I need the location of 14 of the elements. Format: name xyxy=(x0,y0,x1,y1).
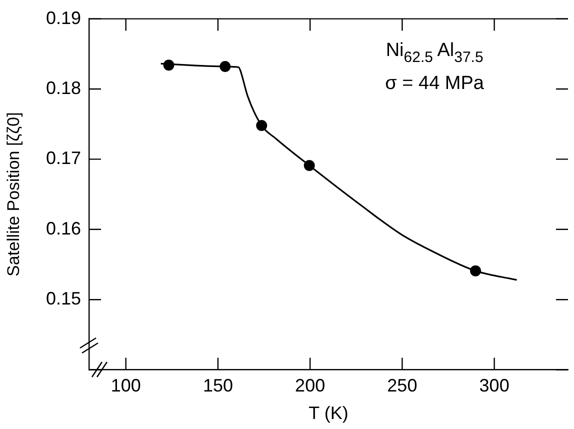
y-tick-label: 0.15 xyxy=(46,288,81,309)
x-tick-label: 150 xyxy=(202,376,233,396)
annotation: Ni$_{62.5}$ Al$_{37.5}$ xyxy=(385,39,484,68)
y-tick-label: 0.18 xyxy=(46,78,81,98)
y-tick-label: 0.17 xyxy=(46,148,81,168)
y-tick-label: 0.19 xyxy=(46,8,81,28)
y-axis-title: Satellite Position [ζζ0] xyxy=(4,112,23,276)
x-tick-label: 200 xyxy=(295,376,326,396)
x-tick-label: 100 xyxy=(110,376,141,396)
x-axis-title: T (K) xyxy=(308,403,348,424)
annotation: σ = 44 MPa xyxy=(385,72,484,96)
x-tick-label: 250 xyxy=(387,376,418,396)
x-tick-label: 300 xyxy=(479,376,510,396)
y-tick-label: 0.16 xyxy=(46,218,81,238)
